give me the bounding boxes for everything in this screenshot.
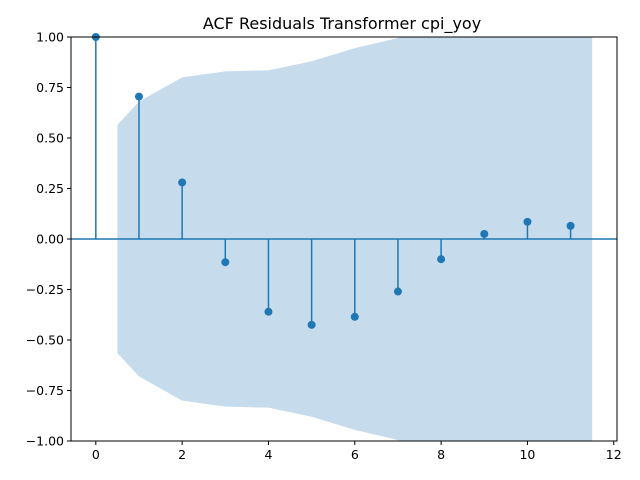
chart-title: ACF Residuals Transformer cpi_yoy	[203, 14, 481, 34]
x-tick-label-12: 12	[606, 447, 622, 462]
marker-lag-7	[393, 287, 402, 296]
y-tick-label-2: −0.50	[26, 333, 64, 348]
x-tick-label-10: 10	[519, 447, 535, 462]
y-tick-label-1: −0.75	[26, 383, 64, 398]
y-tick-label-8: 1.00	[36, 30, 64, 45]
x-tick-label-8: 8	[437, 447, 445, 462]
marker-lag-3	[221, 258, 230, 267]
y-tick-label-5: 0.25	[36, 181, 64, 196]
marker-lag-4	[264, 307, 273, 316]
x-tick-label-6: 6	[351, 447, 359, 462]
y-tick-label-7: 0.75	[36, 80, 64, 95]
y-tick-label-6: 0.50	[36, 131, 64, 146]
marker-lag-11	[566, 221, 575, 230]
marker-lag-2	[178, 178, 187, 187]
marker-lag-9	[480, 229, 489, 238]
x-tick-label-0: 0	[92, 447, 100, 462]
marker-lag-5	[307, 320, 316, 329]
y-tick-label-3: −0.25	[26, 282, 64, 297]
y-tick-label-4: 0.00	[36, 232, 64, 247]
x-tick-label-2: 2	[178, 447, 186, 462]
y-tick-label-0: −1.00	[26, 434, 64, 449]
marker-lag-6	[350, 312, 359, 321]
marker-lag-1	[134, 92, 143, 101]
marker-lag-8	[437, 255, 446, 264]
x-tick-label-4: 4	[264, 447, 272, 462]
marker-lag-10	[523, 217, 532, 226]
